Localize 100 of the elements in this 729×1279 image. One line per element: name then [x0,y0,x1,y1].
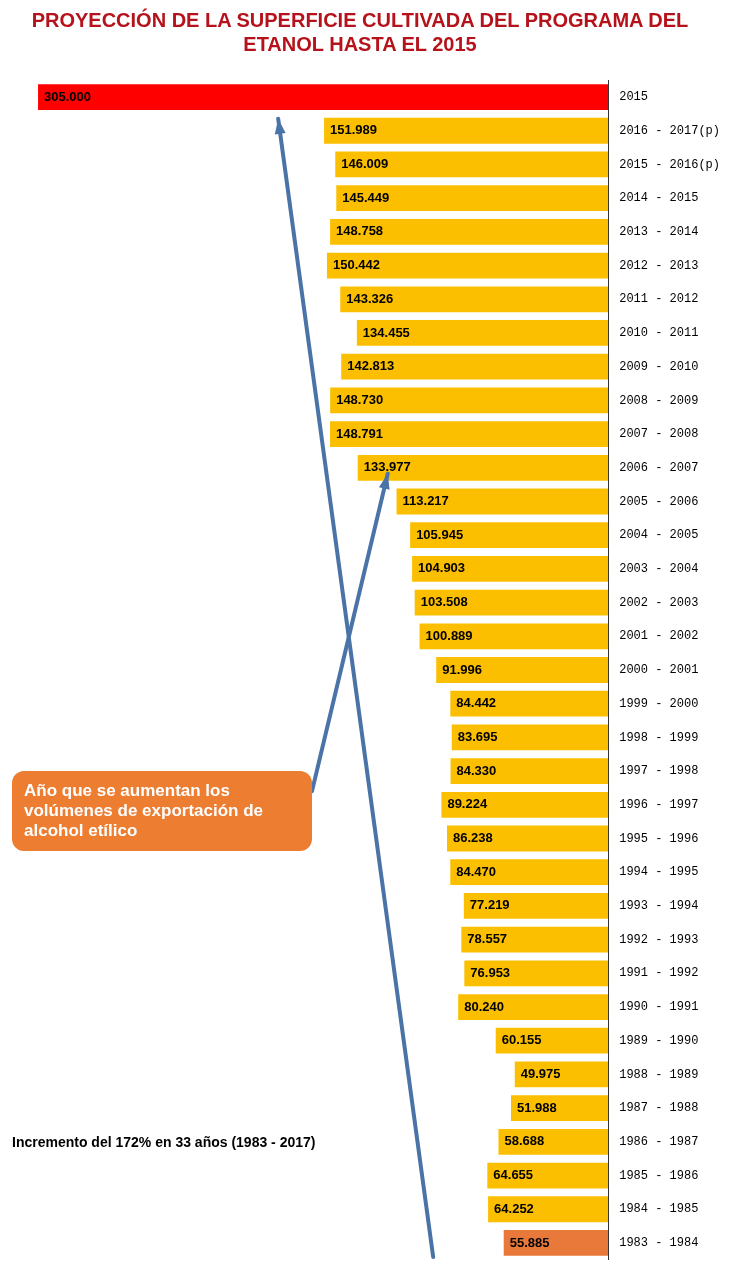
y-tick-label: 1985 - 1986 [619,1168,699,1183]
bar [414,589,609,616]
data-label: 84.442 [456,695,497,711]
y-tick-label: 1994 - 1995 [619,865,699,880]
y-tick-label: 2005 - 2006 [619,494,699,509]
bar [419,623,609,650]
bar [446,825,609,852]
y-tick-label: 2001 - 2002 [619,629,699,644]
y-tick-label: 1983 - 1984 [619,1236,699,1251]
y-tick-label: 2015 - 2016(p) [619,157,721,172]
y-tick-label: 2004 - 2005 [619,528,699,543]
data-label: 104.903 [418,560,466,576]
y-tick-label: 1987 - 1988 [619,1101,699,1116]
y-tick-label: 1995 - 1996 [619,831,699,846]
data-label: 134.455 [362,324,410,340]
bar [461,926,609,953]
y-tick-label: 1990 - 1991 [619,1000,699,1015]
data-label: 84.330 [456,762,497,778]
data-label: 80.240 [464,998,504,1014]
bar [464,960,609,987]
data-label: 49.975 [520,1066,561,1082]
bar [336,185,609,212]
y-tick-label: 1999 - 2000 [619,696,699,711]
bar [458,994,609,1020]
bar [330,421,609,447]
y-tick-label: 2012 - 2013 [619,258,699,273]
data-label: 100.889 [425,627,473,643]
y-tick-label: 1989 - 1990 [619,1033,699,1048]
data-label: 148.758 [336,223,384,239]
bar [340,286,609,313]
data-label: 145.449 [342,189,390,205]
y-tick-label: 1984 - 1985 [619,1202,699,1217]
bar [503,1230,609,1256]
bar [330,387,609,414]
data-label: 55.885 [509,1234,550,1250]
data-label: 89.224 [447,796,488,812]
data-label: 86.238 [452,830,493,846]
data-label: 148.730 [336,391,384,407]
bar [341,353,609,380]
bar [450,758,609,784]
annotation: Incremento del 172% en 33 años (1983 - 2017) [12,1133,316,1150]
y-tick-label: 2006 - 2007 [619,460,699,475]
data-label: 64.252 [494,1200,534,1216]
data-label: 103.508 [420,594,468,610]
bar [495,1027,609,1054]
y-tick-label: 2010 - 2011 [619,326,699,341]
y-tick-label: 1986 - 1987 [619,1135,699,1150]
bar [436,657,609,683]
y-tick-label: 1998 - 1999 [619,730,699,745]
y-tick-label: 2016 - 2017(p) [619,123,721,138]
bar [38,84,609,110]
data-label: 77.219 [469,897,510,913]
data-label: 78.557 [467,931,508,947]
bar [356,320,609,346]
y-tick-label: 1993 - 1994 [619,899,699,914]
data-label: 60.155 [501,1032,542,1048]
bar [451,724,609,751]
bar [463,893,609,919]
bar [488,1196,609,1223]
data-label: 148.791 [336,425,384,441]
data-label: 151.989 [330,122,378,138]
y-tick-label: 1991 - 1992 [619,966,699,981]
bar [450,859,609,886]
y-tick-label: 2009 - 2010 [619,359,699,374]
bar [511,1095,609,1122]
bar [324,117,609,144]
y-tick-label: 1997 - 1998 [619,764,699,779]
y-tick-label: 1988 - 1989 [619,1067,699,1082]
data-label: 76.953 [470,964,511,980]
data-label: 51.988 [517,1099,557,1115]
bar [330,218,609,245]
bar [412,556,609,582]
y-tick-label: 2015 [619,90,648,105]
bar [498,1128,609,1155]
y-tick-label: 1992 - 1993 [619,932,699,947]
bar [326,252,609,279]
data-label: 91.996 [442,661,482,677]
data-label: 305.000 [44,88,92,104]
data-label: 58.688 [504,1133,545,1149]
bar [410,522,609,549]
y-tick-label: 1996 - 1997 [619,797,699,812]
data-label: 133.977 [363,459,411,475]
bar [335,151,609,178]
bar [441,791,609,818]
y-tick-label: 2007 - 2008 [619,427,699,442]
data-label: 105.945 [416,526,464,542]
y-tick-label: 2008 - 2009 [619,393,699,408]
y-tick-label: 2003 - 2004 [619,562,699,577]
data-label: 113.217 [402,493,449,509]
data-label: 83.695 [457,728,498,744]
callout-box: Año que se aumentan los volúmenes de exportación de alcohol etílico [12,771,312,852]
chart-title: PROYECCIÓN DE LA SUPERFICIE CULTIVADA DEL PROGRAMA DEL ETANOL HASTA EL 2015 [30,8,690,56]
y-tick-label: 2014 - 2015 [619,191,699,206]
data-label: 84.470 [456,863,497,879]
bar [357,454,609,481]
y-tick-label: 2011 - 2012 [619,292,699,307]
data-label: 150.442 [332,257,380,273]
data-label: 64.655 [493,1167,534,1183]
y-tick-label: 2013 - 2014 [619,225,699,240]
y-tick-label: 2000 - 2001 [619,663,699,678]
